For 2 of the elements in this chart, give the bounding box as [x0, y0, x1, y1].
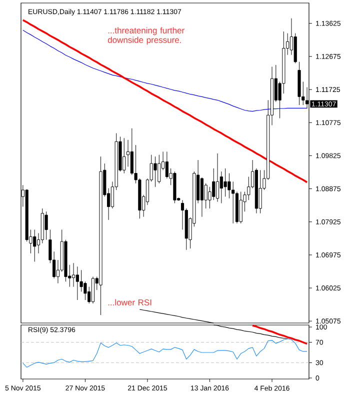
annotation: ...lower RSI	[108, 299, 152, 306]
annotation: ...threatening further downside pressure.	[108, 27, 184, 45]
